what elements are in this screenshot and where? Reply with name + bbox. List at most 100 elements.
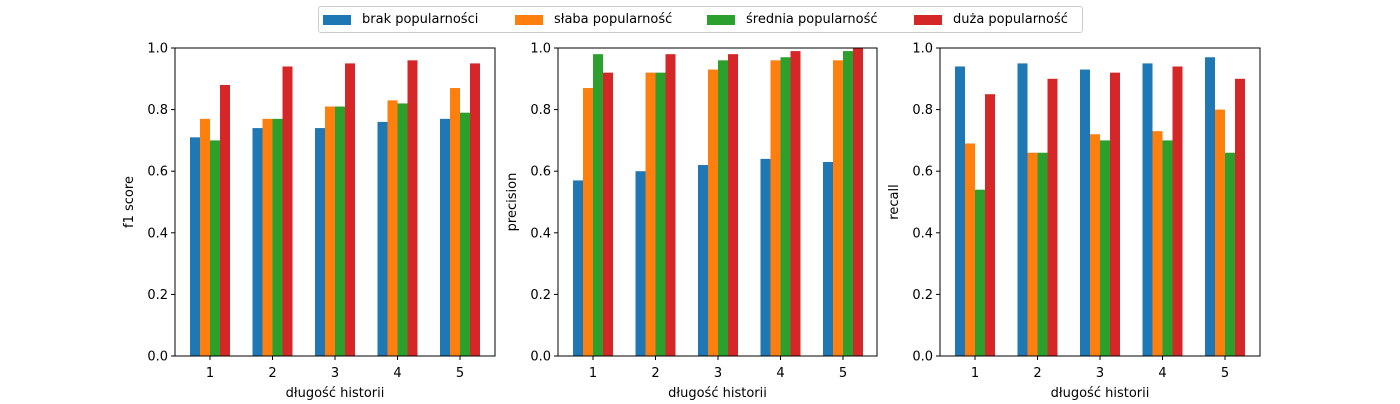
y-tick-label: 1.0 <box>530 42 551 57</box>
bar-3-5 <box>1225 152 1235 356</box>
bar-4-2 <box>665 54 676 356</box>
bar-2-1 <box>965 143 975 356</box>
bar-4-4 <box>790 51 801 357</box>
legend-label-srednia: średnia popularność <box>746 12 878 27</box>
bar-4-3 <box>1110 72 1120 356</box>
bar-4-4 <box>407 60 418 356</box>
bar-2-4 <box>770 60 781 356</box>
x-tick-label: 3 <box>1096 366 1104 381</box>
x-tick-label: 1 <box>206 366 214 381</box>
legend-item-slaba: słaba popularność <box>515 7 672 32</box>
bar-1-1 <box>190 137 200 356</box>
bar-3-1 <box>593 54 603 356</box>
bar-1-2 <box>635 171 646 356</box>
bar-3-1 <box>210 140 220 356</box>
chart-panel-3: 0.0 0.2 0.4 0.6 0.8 1.0 1 2 3 4 5 długość historii r… <box>887 42 1261 401</box>
bar-2-1 <box>200 118 210 356</box>
chart-panel-2: 0.0 0.2 0.4 0.6 0.8 1.0 1 2 3 4 5 długość historii p… <box>505 42 878 401</box>
bar-2-3 <box>1090 134 1100 356</box>
x-axis-label: długość historii <box>1051 386 1150 400</box>
legend-swatch-brak <box>323 14 351 25</box>
bar-1-3 <box>315 128 325 356</box>
x-axis-label: długość historii <box>286 386 385 400</box>
y-tick-label: 1.0 <box>912 42 933 57</box>
x-axis-label: długość historii <box>668 386 767 400</box>
bar-2-2 <box>1027 152 1038 356</box>
bar-1-1 <box>573 180 583 356</box>
legend-item-brak: brak popularności <box>323 7 478 32</box>
y-tick-label: 0.8 <box>912 103 933 118</box>
bar-3-1 <box>975 189 985 356</box>
bar-2-5 <box>833 60 843 356</box>
y-tick-label: 1.0 <box>147 42 168 57</box>
bar-4-1 <box>220 84 230 357</box>
bar-3-4 <box>1162 140 1173 356</box>
bar-2-3 <box>708 69 718 356</box>
y-tick-label: 0.2 <box>530 288 551 303</box>
bar-3-4 <box>780 57 791 357</box>
bar-4-2 <box>1047 78 1058 357</box>
bar-1-5 <box>1205 57 1215 357</box>
bar-2-3 <box>325 106 335 357</box>
x-tick-label: 4 <box>393 366 401 381</box>
y-tick-label: 0.6 <box>147 165 168 180</box>
bar-3-5 <box>460 112 470 357</box>
legend: brak popularności słaba popularność śred… <box>318 6 1083 33</box>
bar-1-5 <box>440 118 450 356</box>
bar-4-1 <box>603 72 613 356</box>
y-axis-label: precision <box>505 173 520 232</box>
bar-2-5 <box>1215 109 1225 356</box>
bar-1-3 <box>1080 69 1090 356</box>
bar-4-5 <box>470 63 480 357</box>
x-tick-label: 1 <box>971 366 979 381</box>
bar-2-5 <box>450 88 460 356</box>
x-tick-label: 2 <box>268 366 276 381</box>
bar-4-2 <box>282 66 293 356</box>
bar-4-3 <box>728 54 738 356</box>
y-tick-label: 0.4 <box>147 226 168 241</box>
bar-1-4 <box>760 158 771 356</box>
bar-1-2 <box>1017 63 1028 357</box>
bar-3-3 <box>718 60 728 356</box>
x-tick-label: 3 <box>331 366 339 381</box>
x-tick-label: 4 <box>776 366 784 381</box>
legend-swatch-duza <box>914 14 942 25</box>
legend-label-slaba: słaba popularność <box>554 12 673 27</box>
legend-swatch-slaba <box>515 14 543 25</box>
y-tick-label: 0.0 <box>530 350 551 365</box>
bar-1-1 <box>955 66 965 356</box>
y-tick-label: 0.8 <box>530 103 551 118</box>
legend-item-duza: duża popularność <box>914 7 1068 32</box>
bar-1-3 <box>698 165 708 356</box>
bar-3-2 <box>655 72 666 356</box>
chart-panel-1: 0.0 0.2 0.4 0.6 0.8 1.0 1 2 3 4 5 długość historii f… <box>122 42 496 401</box>
bar-2-2 <box>262 118 273 356</box>
y-tick-label: 0.0 <box>147 350 168 365</box>
bar-2-1 <box>583 88 593 356</box>
bar-2-4 <box>1152 131 1163 356</box>
y-axis-label: f1 score <box>122 176 137 228</box>
bar-2-4 <box>387 100 398 356</box>
x-tick-label: 4 <box>1158 366 1166 381</box>
bar-1-2 <box>252 128 263 356</box>
bar-1-4 <box>1142 63 1153 357</box>
legend-label-duza: duża popularność <box>953 12 1068 27</box>
bar-4-5 <box>853 48 863 356</box>
bar-4-5 <box>1235 78 1245 357</box>
bar-3-5 <box>843 51 853 357</box>
x-tick-label: 2 <box>1033 366 1041 381</box>
y-tick-label: 0.2 <box>912 288 933 303</box>
bar-4-4 <box>1172 66 1183 356</box>
y-tick-label: 0.8 <box>147 103 168 118</box>
x-tick-label: 1 <box>589 366 597 381</box>
bar-3-3 <box>1100 140 1110 356</box>
x-tick-label: 5 <box>1221 366 1229 381</box>
legend-swatch-srednia <box>707 14 735 25</box>
bar-3-4 <box>397 103 408 356</box>
y-tick-label: 0.4 <box>912 226 933 241</box>
legend-label-brak: brak popularności <box>362 12 479 27</box>
legend-item-srednia: średnia popularność <box>707 7 878 32</box>
bar-1-4 <box>377 121 388 356</box>
